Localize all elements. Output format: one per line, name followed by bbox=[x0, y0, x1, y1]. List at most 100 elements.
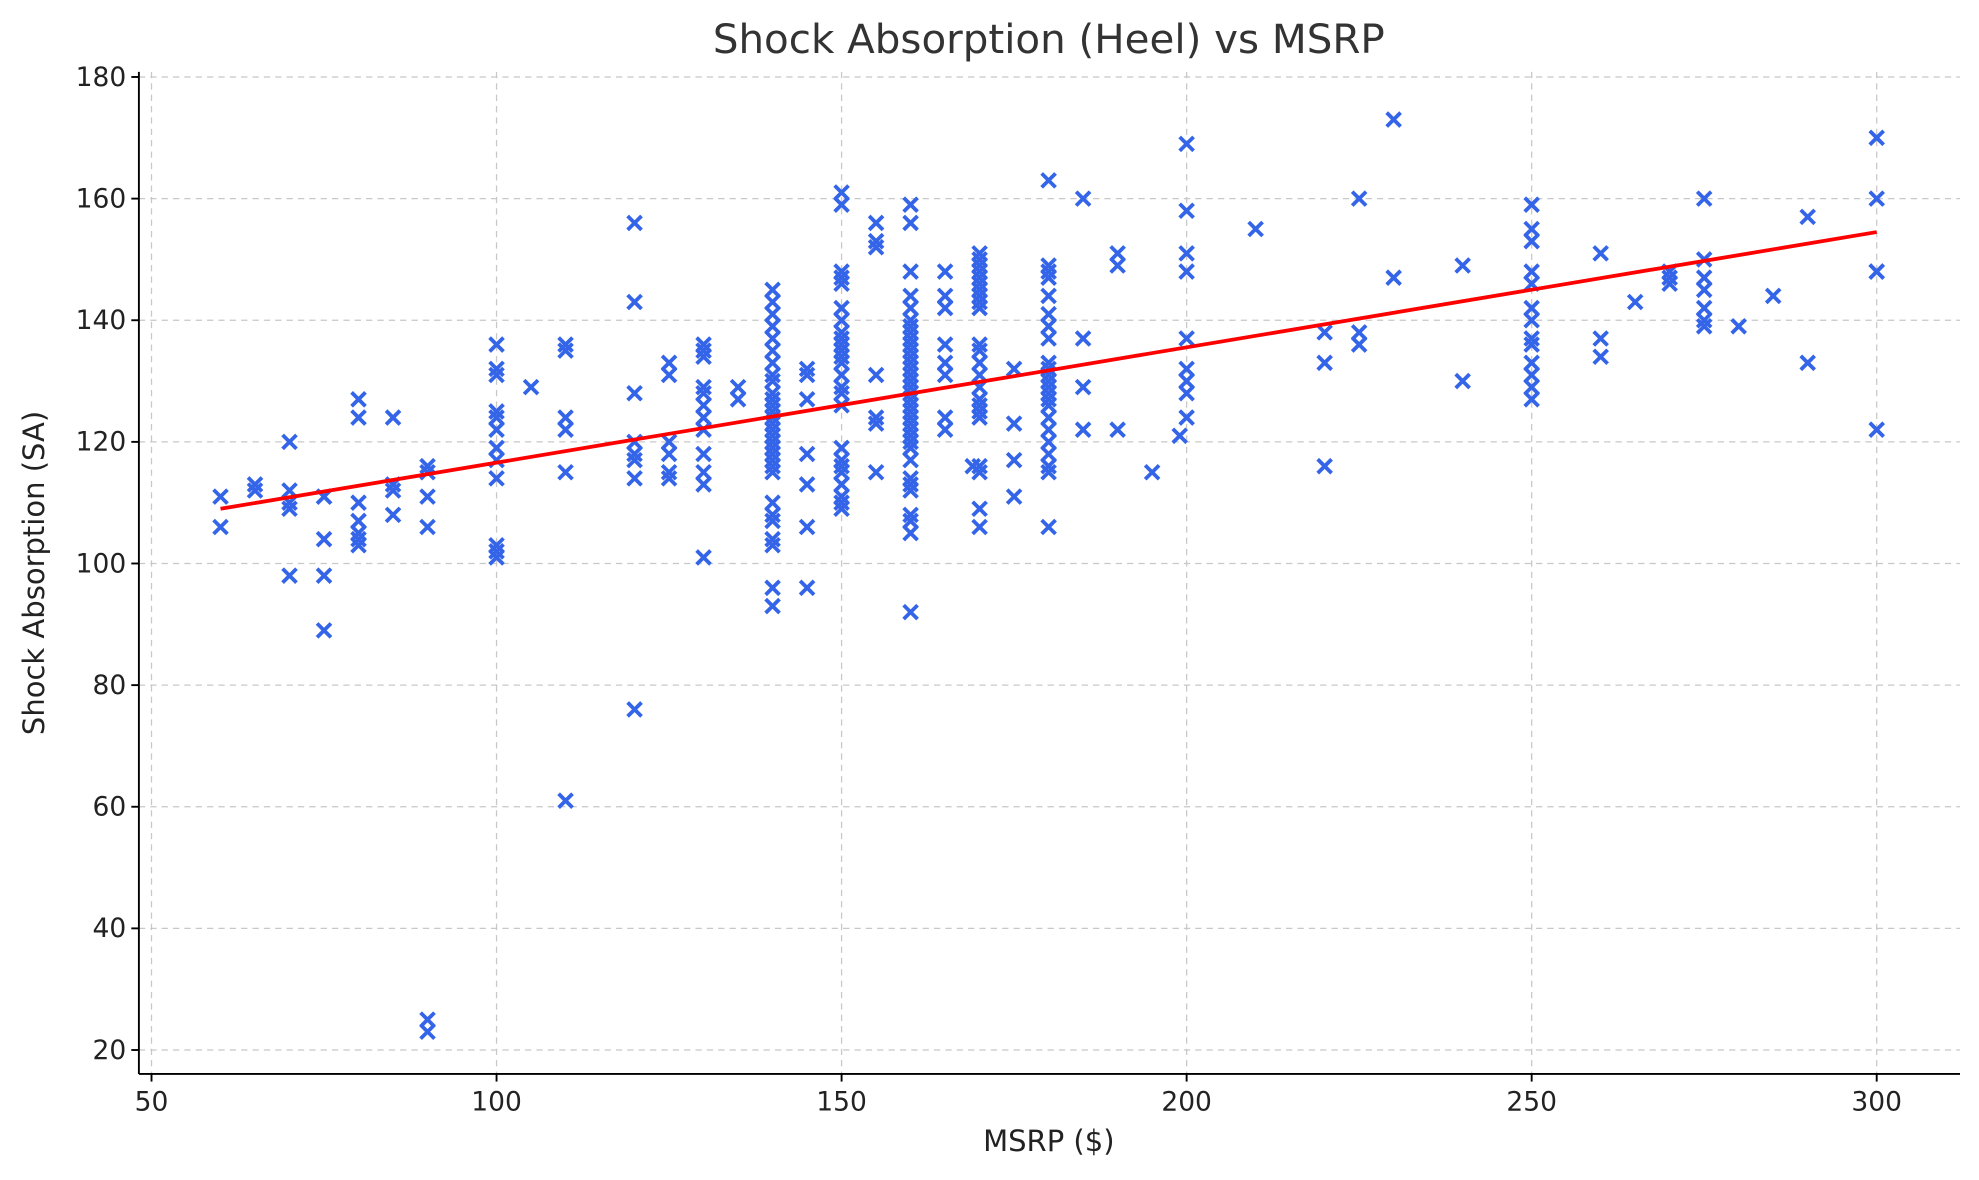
x-marker bbox=[1868, 263, 1885, 280]
x-marker bbox=[936, 354, 954, 372]
x-marker bbox=[488, 336, 505, 353]
data-point bbox=[833, 354, 850, 372]
data-point bbox=[833, 378, 850, 396]
x-marker bbox=[902, 311, 919, 329]
x-marker bbox=[764, 372, 781, 390]
x-marker bbox=[833, 348, 850, 366]
data-point bbox=[626, 470, 643, 487]
x-marker bbox=[1799, 208, 1816, 226]
data-point bbox=[1178, 360, 1195, 378]
x-marker bbox=[833, 269, 850, 286]
x-marker bbox=[833, 299, 850, 317]
data-point bbox=[488, 536, 505, 554]
x-marker bbox=[902, 263, 919, 280]
x-marker bbox=[971, 457, 988, 475]
data-point bbox=[833, 500, 850, 518]
data-point bbox=[971, 518, 988, 536]
x-marker bbox=[350, 494, 367, 511]
data-point bbox=[1316, 324, 1333, 341]
x-marker bbox=[902, 299, 919, 317]
x-marker bbox=[660, 470, 678, 487]
data-point bbox=[1109, 245, 1126, 262]
data-point bbox=[1799, 354, 1816, 372]
x-marker bbox=[1040, 397, 1057, 414]
x-marker bbox=[902, 348, 919, 366]
ticks: 50 100 150 200 250 300 20 40 60 80 100 120 140 160 180 bbox=[76, 62, 1902, 1118]
data-point bbox=[1316, 354, 1333, 372]
x-marker bbox=[660, 445, 678, 463]
x-marker bbox=[1316, 457, 1333, 475]
x-marker bbox=[1143, 463, 1161, 481]
data-point bbox=[246, 476, 264, 493]
data-point bbox=[1730, 318, 1747, 335]
x-marker bbox=[1040, 257, 1057, 274]
x-marker bbox=[867, 238, 885, 256]
data-point bbox=[902, 318, 919, 335]
data-point bbox=[902, 421, 919, 438]
x-marker bbox=[1040, 372, 1057, 390]
data-point bbox=[971, 293, 988, 311]
x-marker bbox=[971, 257, 988, 274]
x-marker bbox=[936, 409, 954, 426]
data-point bbox=[902, 524, 919, 542]
data-point bbox=[488, 439, 505, 457]
data-point bbox=[833, 330, 850, 347]
x-marker bbox=[1523, 196, 1540, 213]
data-point bbox=[936, 263, 954, 280]
x-marker bbox=[833, 378, 850, 396]
data-point bbox=[833, 348, 850, 366]
x-marker bbox=[902, 470, 919, 487]
x-marker bbox=[1040, 354, 1057, 372]
x-marker bbox=[798, 360, 816, 378]
data-point bbox=[660, 354, 678, 372]
data-point bbox=[1868, 263, 1885, 280]
data-point bbox=[971, 251, 988, 268]
x-marker bbox=[1171, 427, 1189, 445]
x-marker bbox=[1799, 354, 1816, 372]
x-marker bbox=[660, 463, 678, 481]
x-marker bbox=[936, 299, 954, 317]
x-marker bbox=[1040, 384, 1057, 402]
x-marker bbox=[764, 293, 781, 311]
data-point bbox=[1040, 445, 1057, 463]
data-point bbox=[764, 597, 781, 615]
data-point bbox=[971, 403, 988, 420]
data-point bbox=[1868, 129, 1885, 147]
data-point bbox=[798, 360, 816, 378]
x-marker bbox=[936, 263, 954, 280]
x-marker bbox=[971, 269, 988, 286]
x-tick-label: 100 bbox=[471, 1087, 522, 1118]
x-marker bbox=[764, 536, 781, 554]
x-marker bbox=[1385, 111, 1402, 128]
data-point bbox=[764, 372, 781, 390]
data-point bbox=[764, 536, 781, 554]
x-marker bbox=[764, 354, 781, 372]
data-point bbox=[833, 463, 850, 481]
x-marker bbox=[833, 457, 850, 475]
x-marker bbox=[833, 451, 850, 469]
data-point bbox=[902, 336, 919, 353]
x-marker bbox=[902, 512, 919, 530]
x-marker bbox=[729, 391, 747, 408]
data-point bbox=[488, 336, 505, 353]
data-point bbox=[1695, 281, 1713, 299]
x-marker bbox=[1040, 433, 1057, 451]
x-marker bbox=[1040, 409, 1057, 426]
data-point bbox=[695, 384, 712, 402]
x-marker bbox=[1868, 421, 1885, 438]
x-marker bbox=[1385, 269, 1402, 286]
data-point bbox=[764, 330, 781, 347]
data-point bbox=[1143, 463, 1161, 481]
x-marker bbox=[557, 342, 574, 359]
data-point bbox=[419, 1023, 436, 1041]
x-marker bbox=[867, 366, 885, 384]
x-marker bbox=[212, 488, 229, 505]
data-point bbox=[695, 445, 712, 463]
x-marker bbox=[1247, 220, 1264, 238]
x-marker bbox=[833, 494, 850, 511]
x-marker bbox=[867, 409, 885, 426]
x-marker bbox=[1350, 336, 1368, 353]
data-point bbox=[350, 530, 367, 548]
data-point bbox=[764, 494, 781, 511]
data-point bbox=[488, 543, 505, 560]
